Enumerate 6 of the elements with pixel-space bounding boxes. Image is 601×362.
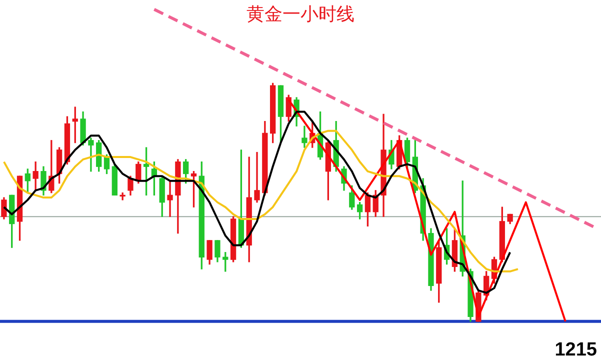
text: 1215	[554, 340, 598, 361]
candlestick	[120, 192, 126, 200]
candlestick	[88, 138, 94, 172]
candlestick	[254, 152, 260, 203]
chart-title: 黄金一小时线	[246, 3, 356, 26]
candlestick	[167, 180, 173, 217]
